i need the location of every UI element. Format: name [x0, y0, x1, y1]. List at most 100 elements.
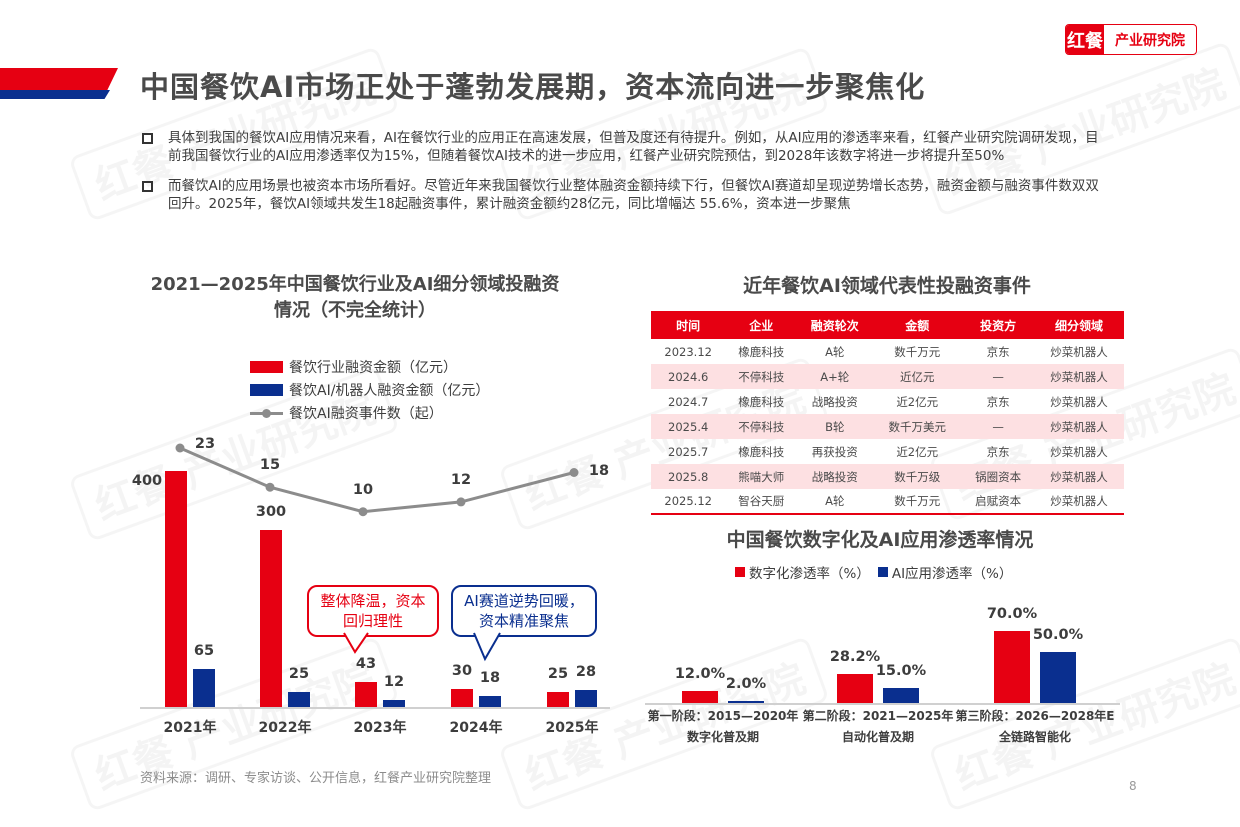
table-cell: 数千万元: [872, 489, 963, 515]
table-cell: 战略投资: [811, 394, 858, 409]
x-tick-label: 2021年: [163, 720, 217, 736]
bar-digital: [994, 631, 1030, 703]
summary-bullets: 具体到我国的餐饮AI应用情况来看，AI在餐饮行业的应用正在高速发展，但普及度还有…: [142, 129, 1112, 225]
legend-swatch-blue: [877, 567, 888, 577]
table-cell: 再获投资: [811, 444, 858, 459]
bar-industry: [355, 681, 377, 707]
legend-item: 餐饮AI融资事件数（起）: [250, 401, 489, 424]
table-cell: A轮: [797, 489, 873, 515]
table-cell: 橡鹿科技: [738, 394, 785, 409]
table-cell: 2024.6: [651, 364, 726, 389]
bar-value-label: 28: [575, 664, 597, 681]
bar-ai: [383, 699, 405, 707]
table-cell: 橡鹿科技: [738, 344, 785, 359]
table-cell: 2025.12: [651, 489, 726, 515]
x-tick-label: 第三阶段：2026—2028年E 全链路智能化: [956, 706, 1115, 748]
bar-value-label: 18: [479, 670, 501, 687]
table-title: 近年餐饮AI领域代表性投融资事件: [743, 275, 1031, 297]
bar-value-label: 15.0%: [875, 662, 927, 679]
bar-value-label: 25: [547, 666, 569, 683]
col-header: 金额: [872, 311, 963, 339]
bullet-text: 具体到我国的餐饮AI应用情况来看，AI在餐饮行业的应用正在高速发展，但普及度还有…: [168, 130, 1099, 164]
table-cell: 炒菜机器人: [1034, 414, 1124, 439]
bar-ai: [288, 692, 310, 707]
right-chart-title: 中国餐饮数字化及AI应用渗透率情况: [726, 529, 1034, 551]
table-row: 2024.6 不停科技 A+轮 近亿元 — 炒菜机器人: [651, 364, 1124, 389]
x-axis: [645, 703, 1120, 705]
col-header: 时间: [651, 311, 726, 339]
bar-industry: [451, 689, 473, 707]
bar-value-label: 12: [383, 673, 405, 690]
col-header: 融资轮次: [797, 311, 873, 339]
table-cell: 炒菜机器人: [1034, 464, 1124, 489]
table-cell: 锅圈资本: [962, 464, 1035, 489]
table-cell: 京东: [986, 344, 1010, 359]
col-header: 企业: [725, 311, 798, 339]
bar-value-label: 300: [255, 504, 287, 520]
table-cell: 不停科技: [725, 364, 798, 389]
bullet-item: 具体到我国的餐饮AI应用情况来看，AI在餐饮行业的应用正在高速发展，但普及度还有…: [142, 129, 1112, 165]
stage-name-label: 全链路智能化: [998, 730, 1071, 744]
table-cell: 启赋资本: [962, 489, 1035, 515]
table-cell: 不停科技: [725, 414, 798, 439]
bar-ai: [193, 668, 215, 707]
bar-ai: [479, 696, 501, 707]
table-cell: A+轮: [797, 364, 873, 389]
table-cell: 战略投资: [797, 464, 873, 489]
event-count-line: [175, 443, 579, 517]
callout-blue: AI赛道逆势回暖，资本精准聚焦: [451, 585, 597, 637]
page-title: 中国餐饮AI市场正处于蓬勃发展期，资本流向进一步聚焦化: [140, 70, 926, 104]
legend-label: 餐饮AI/机器人融资金额（亿元）: [289, 382, 490, 399]
bullet-text: 而餐饮AI的应用场景也被资本市场所看好。尽管近年来我国餐饮行业整体融资金额持续下…: [168, 178, 1099, 212]
table-cell: 数千万元: [894, 344, 941, 359]
header-accent-red: [0, 68, 118, 90]
table-cell: B轮: [797, 414, 873, 439]
table-cell: 2025.8: [651, 464, 726, 489]
bar-industry: [260, 530, 282, 707]
legend-label: 数字化渗透率（%）: [749, 566, 870, 582]
table-cell: 京东: [986, 444, 1010, 459]
bar-industry: [547, 692, 569, 707]
legend-item: 餐饮AI/机器人融资金额（亿元）: [250, 378, 489, 401]
table-cell: 橡鹿科技: [738, 444, 785, 459]
table-cell: 炒菜机器人: [1050, 344, 1108, 359]
table-cell: 熊喵大师: [725, 464, 798, 489]
page-number: 8: [1129, 779, 1137, 793]
table-row: 2025.7 橡鹿科技 再获投资 近2亿元 京东 炒菜机器人: [651, 439, 1124, 464]
x-tick-label: 2024年: [449, 720, 503, 736]
x-tick-label: 第一阶段：2015—2020年 数字化普及期: [648, 706, 799, 748]
legend-line-marker-icon: [250, 407, 283, 419]
header-accent-blue: [0, 90, 110, 99]
left-combo-chart: 400 65 2021年 300 25 2022年 43 12 2023年 30 18 2024年 25…: [132, 430, 610, 750]
table-cell: 近2亿元: [896, 394, 939, 409]
stage-period-label: 第二阶段：2021—2025年: [802, 709, 954, 723]
x-tick-label: 2023年: [353, 720, 407, 736]
table-cell: 炒菜机器人: [1034, 364, 1124, 389]
table-cell: 炒菜机器人: [1050, 394, 1108, 409]
table-row: 2023.12 橡鹿科技 A轮 数千万元 京东 炒菜机器人: [651, 339, 1124, 364]
table-cell: A轮: [825, 344, 845, 359]
table-row: 2024.7 橡鹿科技 战略投资 近2亿元 京东 炒菜机器人: [651, 389, 1124, 414]
x-tick-label: 2022年: [258, 720, 312, 736]
bar-value-label: 28.2%: [829, 648, 881, 665]
bar-ai-rate: [883, 687, 919, 703]
stage-name-label: 自动化普及期: [841, 730, 914, 744]
table-row: 2025.12 智谷天厨 A轮 数千万元 启赋资本 炒菜机器人: [651, 489, 1124, 515]
bar-ai: [575, 690, 597, 707]
brand-logo: 红餐 产业研究院: [1065, 24, 1197, 55]
x-tick-label: 2025年: [545, 720, 599, 736]
bar-ai-rate: [728, 700, 764, 703]
table-cell: 数千万级: [872, 464, 963, 489]
table-cell: 2023.12: [664, 344, 712, 359]
table-cell: 数千万美元: [872, 414, 963, 439]
table-row: 2025.4 不停科技 B轮 数千万美元 — 炒菜机器人: [651, 414, 1124, 439]
bar-digital: [837, 673, 873, 703]
logo-brand: 红餐: [1066, 25, 1104, 54]
stage-name-label: 数字化普及期: [686, 730, 759, 744]
legend-swatch-red: [735, 567, 745, 577]
bar-value-label: 70.0%: [986, 606, 1038, 622]
bar-value-label: 400: [131, 473, 163, 489]
source-note: 资料来源：调研、专家访谈、公开信息，红餐产业研究院整理: [140, 771, 492, 786]
logo-text: 产业研究院: [1115, 32, 1185, 49]
